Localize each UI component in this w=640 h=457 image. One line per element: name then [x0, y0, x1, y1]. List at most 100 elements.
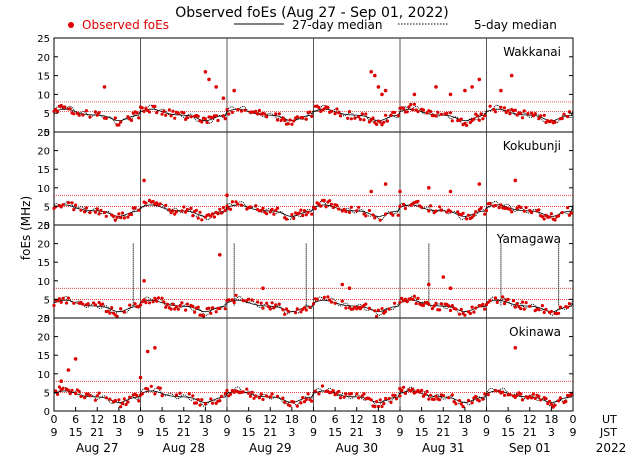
observed-point [265, 301, 269, 305]
observed-point [308, 110, 312, 114]
observed-point [129, 118, 134, 122]
observed-point [97, 212, 101, 216]
jst-tick-label: 9 [483, 426, 490, 439]
jst-tick-label: 15 [501, 426, 515, 439]
ut-tick-label: 6 [505, 413, 512, 426]
observed-point [268, 307, 272, 311]
observed-point [200, 120, 204, 124]
observed-point [178, 391, 182, 395]
observed-point [184, 308, 188, 312]
legend-5day-label: 5-day median [474, 18, 557, 32]
observed-point [274, 208, 278, 212]
observed-point [277, 112, 281, 116]
observed-point [102, 210, 107, 215]
observed-point [304, 213, 308, 217]
observed-point [61, 386, 65, 390]
observed-point [506, 109, 510, 113]
observed-point [427, 186, 431, 190]
observed-point [427, 282, 431, 287]
observed-point [457, 312, 462, 316]
observed-point [524, 205, 528, 210]
jst-tick-label: 15 [242, 426, 256, 439]
observed-point [196, 398, 200, 402]
observed-point [220, 394, 224, 398]
observed-point [468, 311, 472, 316]
jst-tick-label: 21 [177, 426, 191, 439]
observed-point [268, 210, 272, 214]
ut-tick-label: 0 [570, 413, 577, 426]
observed-point [347, 110, 352, 114]
observed-point [326, 105, 330, 110]
observed-point [513, 305, 517, 309]
observed-point [530, 396, 534, 400]
observed-point [209, 214, 213, 218]
y-tick-label: 10 [37, 277, 50, 288]
observed-point [184, 210, 188, 214]
observed-point [470, 305, 474, 309]
legend: Observed foEs 27-day median 5-day median [68, 18, 557, 32]
observed-point [362, 392, 366, 396]
observed-point [119, 405, 123, 409]
observed-point [461, 211, 465, 215]
observed-point [292, 216, 296, 220]
observed-point [173, 212, 177, 216]
observed-point [306, 210, 310, 214]
observed-point [160, 394, 164, 398]
observed-point [86, 302, 90, 306]
observed-point [553, 218, 557, 222]
observed-point [281, 396, 285, 400]
observed-point [68, 107, 72, 111]
observed-point [88, 211, 92, 215]
observed-point [396, 114, 400, 118]
observed-point [171, 109, 175, 113]
observed-point [209, 397, 213, 401]
observed-point [438, 308, 442, 312]
observed-point [211, 212, 215, 216]
observed-point [549, 402, 554, 406]
x-axis: UT JST 2022 0961512211830961512211830961… [51, 407, 626, 455]
jst-tick-label: 21 [523, 426, 537, 439]
observed-point [270, 392, 274, 396]
observed-point [84, 109, 88, 113]
ut-tick-label: 6 [332, 413, 339, 426]
observed-point [322, 198, 326, 202]
observed-point [519, 111, 523, 115]
observed-point [72, 112, 76, 116]
observed-point [369, 189, 374, 194]
observed-point [385, 119, 389, 123]
observed-point [176, 307, 180, 311]
observed-point [290, 213, 294, 217]
observed-point [337, 111, 341, 115]
observed-point [402, 106, 406, 110]
observed-point [232, 88, 236, 93]
observed-point [137, 208, 141, 212]
observed-point [234, 293, 238, 297]
day-label: Aug 31 [422, 441, 465, 455]
observed-point [72, 301, 76, 305]
observed-point [214, 310, 218, 314]
observed-point [301, 213, 305, 218]
observed-point [537, 308, 541, 312]
y-tick-label: 5 [44, 202, 50, 213]
observed-point [477, 182, 482, 186]
observed-point [162, 109, 166, 113]
observed-point [320, 384, 325, 388]
observed-point [337, 207, 341, 211]
observed-point [211, 306, 215, 310]
observed-point [295, 115, 299, 119]
observed-point [384, 309, 388, 314]
observed-point [180, 209, 184, 213]
observed-point [111, 214, 116, 218]
observed-point [304, 397, 308, 402]
observed-point [483, 114, 487, 118]
observed-point [510, 210, 514, 214]
observed-point [281, 308, 285, 312]
observed-point [537, 117, 541, 121]
observed-point [113, 218, 117, 222]
y-axis-label: foEs (MHz) [19, 196, 33, 260]
observed-point [542, 310, 546, 314]
observed-point [261, 286, 265, 291]
observed-point [277, 302, 281, 306]
observed-point [542, 113, 546, 117]
observed-point [484, 303, 489, 307]
